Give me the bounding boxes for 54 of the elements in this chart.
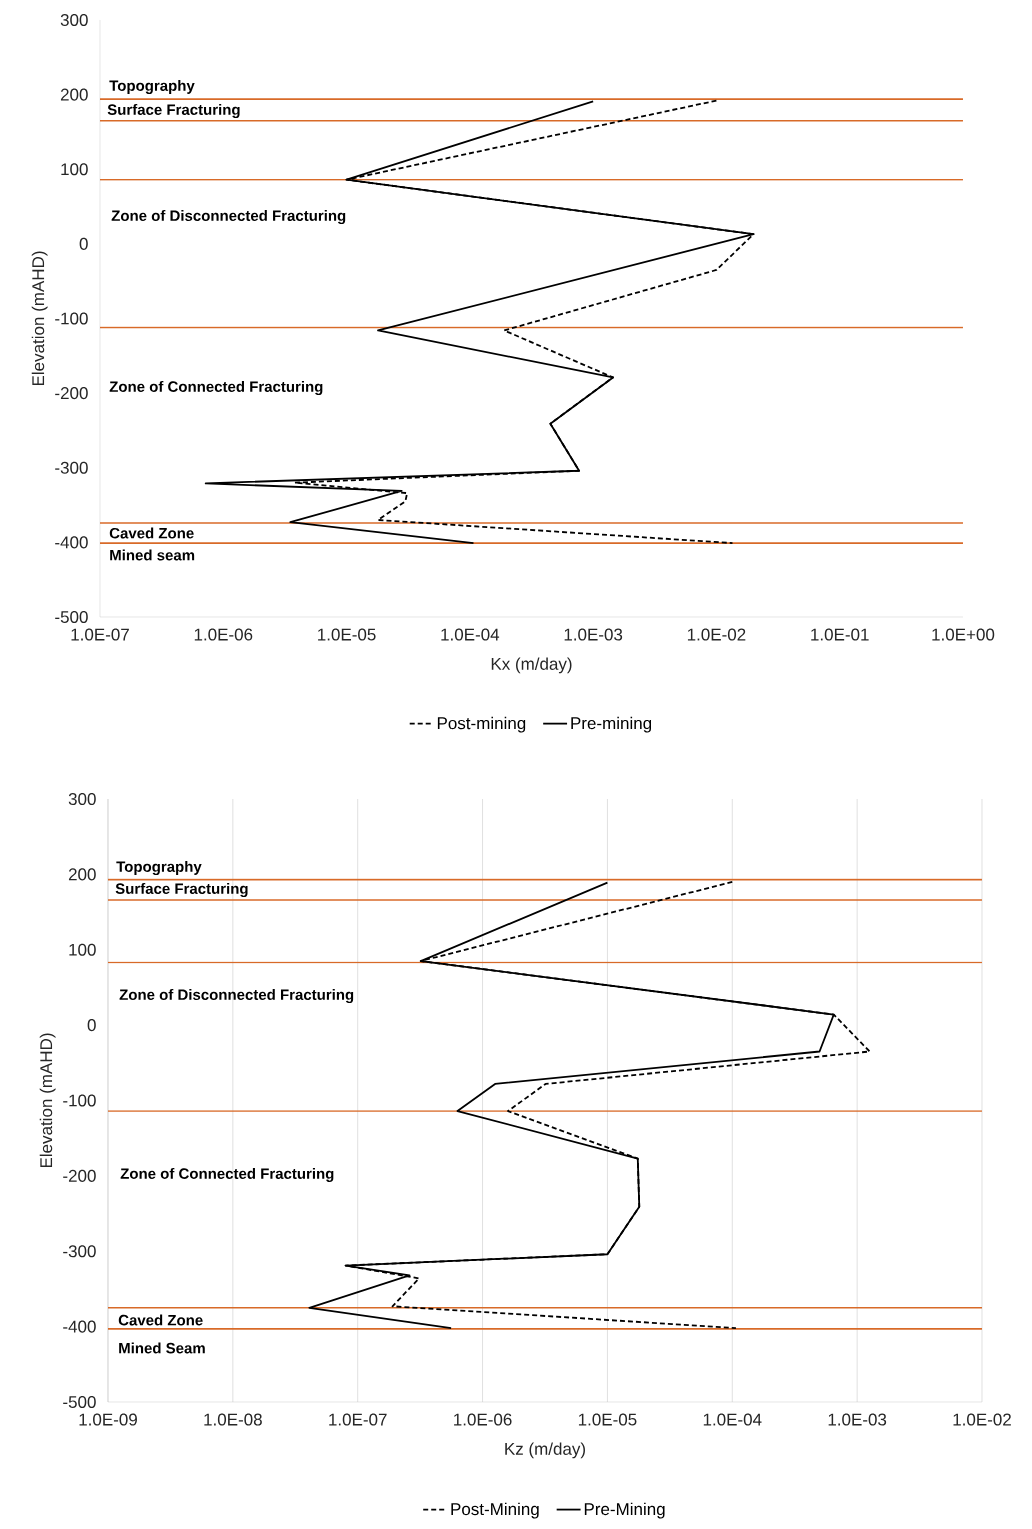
y-tick-label: 300	[68, 792, 96, 806]
x-tick-label: 1.0E-07	[329, 1413, 387, 1426]
y-tick-label: -300	[55, 461, 88, 474]
x-tick-label: 1.0E-08	[204, 1413, 262, 1426]
annotation: Surface Fracturing	[115, 882, 248, 898]
annotation: Caved Zone	[109, 527, 194, 539]
x-tick-label: 1.0E-03	[564, 628, 623, 641]
x-tick-label: 1.0E-05	[578, 1413, 637, 1426]
annotation: Surface Fracturing	[107, 103, 240, 119]
y-tick-label: 200	[68, 868, 96, 881]
x-tick-label: 1.0E-07	[71, 628, 129, 641]
y-tick-label: -500	[55, 610, 88, 624]
y-tick-label: 200	[60, 88, 88, 101]
legend-label: Pre-Mining	[584, 1502, 665, 1519]
annotation: Topography	[109, 79, 195, 95]
x-tick-label: 1.0E-05	[318, 628, 376, 641]
y-tick-label: 0	[79, 237, 88, 250]
y-tick-label: 100	[69, 943, 96, 956]
annotation: Zone of Disconnected Fracturing	[111, 209, 346, 225]
y-tick-label: -400	[55, 536, 88, 549]
annotation: Mined seam	[110, 549, 195, 561]
y-axis-title: Elevation (mAHD)	[39, 1033, 56, 1168]
x-tick-label: 1.0E-06	[454, 1413, 512, 1426]
annotation: Mined Seam	[119, 1342, 205, 1354]
annotation: Caved Zone	[118, 1314, 203, 1326]
x-tick-label: 1.0E-03	[828, 1413, 887, 1426]
x-tick-label: 1.0E-04	[441, 628, 500, 641]
y-tick-label: -400	[63, 1320, 96, 1333]
x-tick-label: 1.0E-04	[703, 1413, 762, 1426]
y-tick-label: -200	[55, 387, 88, 400]
y-tick-label: -500	[63, 1395, 96, 1409]
annotation: Zone of Connected Fracturing	[109, 380, 323, 396]
x-tick-label: 1.0E+00	[932, 628, 995, 641]
y-tick-label: 0	[87, 1019, 96, 1032]
y-tick-label: 100	[61, 163, 88, 176]
x-tick-label: 1.0E-02	[687, 628, 746, 641]
x-axis-title: Kx (m/day)	[491, 657, 572, 674]
legend-label: Post-Mining	[451, 1502, 539, 1519]
legend-label: Pre-mining	[571, 716, 652, 733]
y-tick-label: 300	[60, 13, 88, 27]
x-tick-label: 1.0E-01	[811, 628, 869, 641]
annotation: Zone of Connected Fracturing	[120, 1167, 334, 1182]
x-tick-label: 1.0E-02	[953, 1413, 1011, 1426]
y-tick-label: -200	[63, 1169, 96, 1182]
y-axis-title: Elevation (mAHD)	[31, 251, 48, 386]
y-tick-label: -100	[63, 1094, 96, 1107]
x-tick-label: 1.0E-09	[79, 1413, 137, 1426]
y-tick-label: -300	[63, 1245, 96, 1258]
legend-label: Post-mining	[437, 716, 526, 733]
annotation: Zone of Disconnected Fracturing	[119, 988, 354, 1004]
y-tick-label: -100	[55, 312, 88, 325]
annotation: Topography	[116, 860, 202, 876]
x-axis-title: Kz (m/day)	[505, 1442, 586, 1459]
x-tick-label: 1.0E-06	[194, 628, 253, 641]
